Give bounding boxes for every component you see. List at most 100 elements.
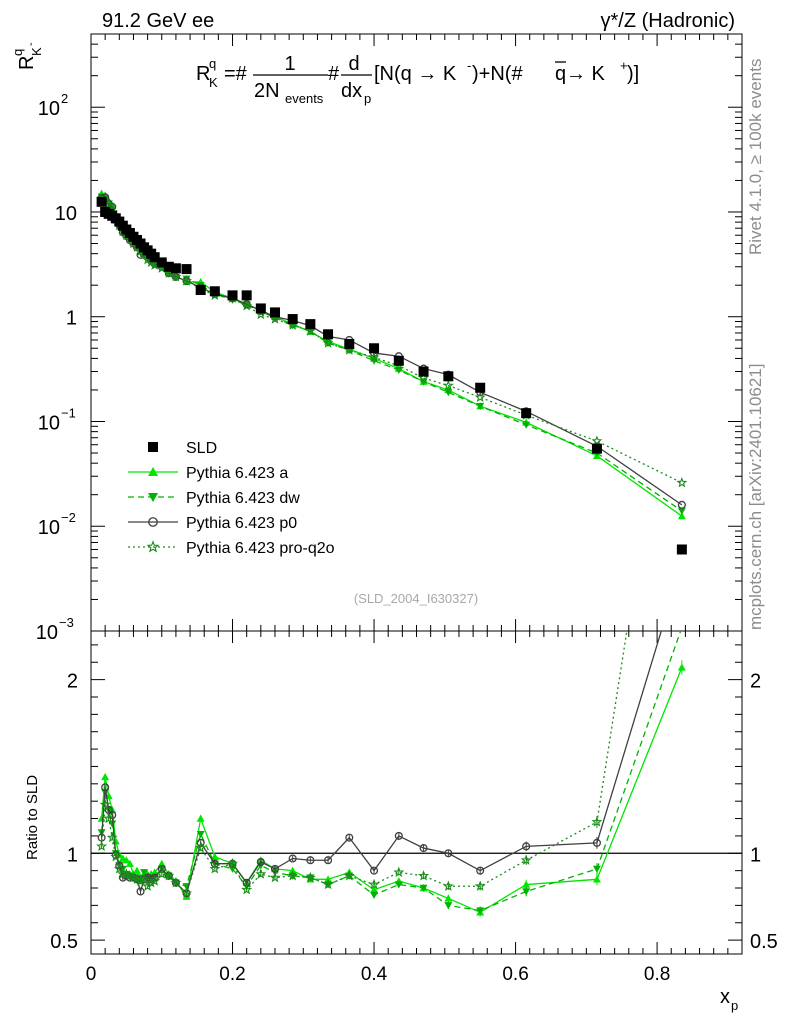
ratio-point-pythia_proq2o xyxy=(393,866,405,878)
ratio-point-pythia_dw xyxy=(522,888,531,896)
legend: SLD Pythia 6.423 a Pythia 6.423 dw Pythia 6… xyxy=(128,440,335,557)
main-point-pythia_dw xyxy=(522,421,531,429)
formula-minus: - xyxy=(467,58,471,73)
ratio-data-series xyxy=(96,631,686,917)
main-y-axis-label: R q K - xyxy=(10,42,44,70)
main-point-sld xyxy=(163,261,174,272)
formula-d: d xyxy=(348,53,359,75)
ratio-point-pythia_proq2o xyxy=(138,873,150,884)
ratio-point-pythia_proq2o xyxy=(269,871,281,883)
ratio-point-pythia_p0 xyxy=(419,844,428,853)
ratio-point-pythia_proq2o xyxy=(241,884,253,895)
main-point-sld xyxy=(305,319,316,330)
ratio-point-pythia_proq2o xyxy=(343,870,355,881)
main-point-pythia_proq2o xyxy=(170,271,182,282)
x-tick-label: 0 xyxy=(86,964,97,985)
ratio-point-pythia_p0 xyxy=(522,842,531,851)
ratio-point-pythia_a xyxy=(677,663,686,671)
ratio-point-pythia_p0 xyxy=(323,856,333,865)
x-tick-label: 0.8 xyxy=(644,964,670,985)
main-point-sld xyxy=(156,257,167,268)
main-y-tick-label: 10 xyxy=(55,203,77,225)
main-point-sld xyxy=(96,196,107,207)
formula-r: R xyxy=(196,63,210,85)
main-point-pythia_p0 xyxy=(677,500,686,509)
ratio-clipped-group xyxy=(96,631,686,917)
ratio-point-pythia_proq2o xyxy=(145,877,157,888)
formula-plus: + xyxy=(620,58,628,73)
main-line-pythia_dw xyxy=(101,196,683,512)
legend-marker-pythia_dw xyxy=(148,493,158,502)
main-point-pythia_proq2o xyxy=(474,391,486,402)
ratio-point-pythia_proq2o xyxy=(209,863,221,874)
main-point-sld xyxy=(443,371,454,382)
formula-bracket-b: )+N(# xyxy=(472,63,523,85)
formula-bracket-c: → K xyxy=(566,63,606,85)
ratio-point-pythia_a xyxy=(444,894,453,902)
legend-label-pythia_dw: Pythia 6.423 dw xyxy=(186,490,300,507)
main-y-tick-label: 1 xyxy=(66,308,77,330)
ratio-y-tick-label-right: 2 xyxy=(750,671,761,693)
x-tick-label: 0.2 xyxy=(219,964,245,985)
ratio-point-pythia_proq2o xyxy=(181,887,192,898)
ratio-point-pythia_p0 xyxy=(592,838,601,847)
ratio-y-tick-label: 2 xyxy=(67,671,78,693)
ratio-point-pythia_a xyxy=(370,885,379,893)
main-point-sld xyxy=(676,544,687,555)
legend-label-pythia_a: Pythia 6.423 a xyxy=(186,465,288,482)
ratio-point-pythia_a xyxy=(522,880,531,888)
ratio-point-pythia_proq2o xyxy=(442,880,454,891)
ratio-point-pythia_proq2o xyxy=(96,840,108,851)
main-point-sld xyxy=(195,284,206,295)
formula-denominator-sub: events xyxy=(285,91,324,106)
ratio-point-pythia_a xyxy=(157,859,166,867)
formula-numerator: 1 xyxy=(284,53,295,75)
ratio-point-pythia_p0 xyxy=(136,887,145,896)
ratio-point-pythia_a xyxy=(101,772,110,781)
ratio-y-tick-label: 1 xyxy=(67,844,78,866)
ratio-point-pythia_dw xyxy=(419,884,428,893)
main-point-sld xyxy=(227,290,238,301)
main-data-series xyxy=(96,189,688,555)
ratio-point-pythia_dw xyxy=(370,891,379,899)
ratio-point-pythia_dw xyxy=(140,869,149,877)
ratio-y-tick-label-right: 0.5 xyxy=(750,931,778,953)
ratio-point-pythia_proq2o xyxy=(418,870,430,881)
ratio-point-pythia_p0 xyxy=(306,856,315,865)
main-point-pythia_proq2o xyxy=(181,275,192,286)
ratio-point-pythia_a xyxy=(132,866,141,874)
ratio-point-pythia_proq2o xyxy=(163,870,175,881)
ratio-point-pythia_p0 xyxy=(394,831,403,840)
y-label-sub: K xyxy=(29,47,44,56)
ratio-y-tick-label-right: 1 xyxy=(750,844,761,866)
mcplots-reference-label: mcplots.cern.ch [arXiv:2401.10621] xyxy=(746,364,765,630)
main-point-sld xyxy=(209,286,220,297)
main-point-pythia_proq2o xyxy=(591,435,603,446)
formula-label: R q K =# 1 2N events # d dx p [N(q → K -… xyxy=(196,53,639,106)
legend-label-pythia_proq2o: Pythia 6.423 pro-q2o xyxy=(186,540,335,557)
main-point-sld xyxy=(323,329,334,340)
x-tick-label: 0.6 xyxy=(502,964,528,985)
main-point-sld xyxy=(287,314,298,325)
ratio-point-pythia_dw xyxy=(108,820,117,828)
y-label-r: R xyxy=(16,56,38,70)
main-point-pythia_dw xyxy=(677,507,686,515)
ratio-point-pythia_proq2o xyxy=(227,857,238,869)
main-point-sld xyxy=(418,366,429,377)
ratio-point-pythia_a xyxy=(150,868,159,876)
ratio-y-tick-label: 0.5 xyxy=(50,931,78,953)
main-point-sld xyxy=(521,408,532,419)
ratio-point-pythia_proq2o xyxy=(474,880,486,891)
ratio-point-pythia_dw xyxy=(444,902,453,910)
main-point-pythia_proq2o xyxy=(304,325,316,336)
ratio-axes: 0 0.2 0.4 0.6 0.8 0.5 0.5 1 1 2 2 xyxy=(50,631,778,985)
main-point-pythia_proq2o xyxy=(322,337,334,348)
ratio-point-pythia_proq2o xyxy=(520,854,532,865)
ratio-point-pythia_a xyxy=(122,856,131,864)
main-point-pythia_proq2o xyxy=(368,351,380,362)
x-axis-label-sub: p xyxy=(731,998,738,1013)
x-axis-label: x xyxy=(720,986,730,1008)
ratio-point-pythia_proq2o xyxy=(170,877,182,888)
